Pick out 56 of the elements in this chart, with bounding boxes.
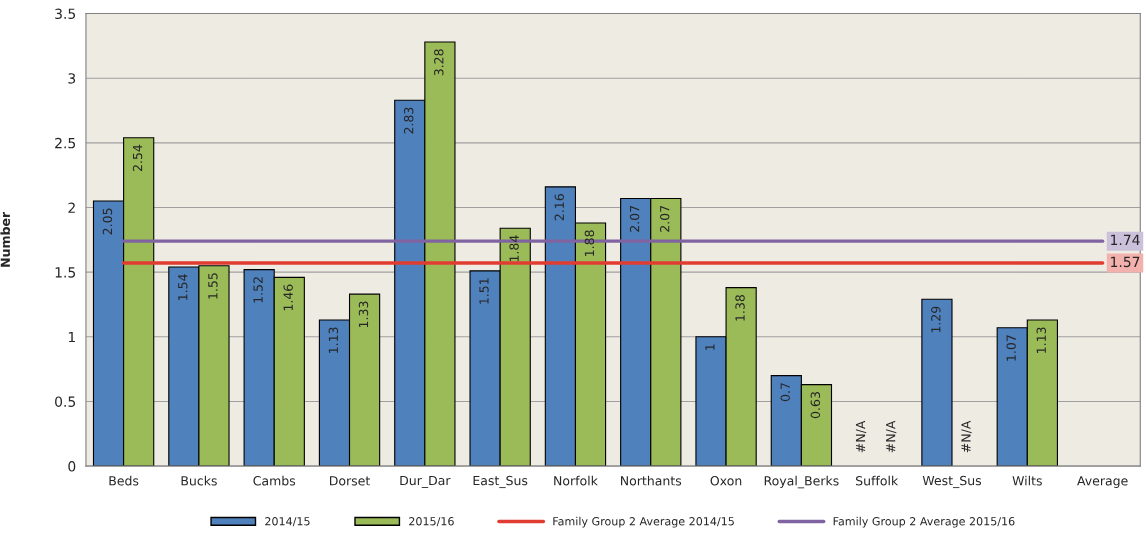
y-tick-label: 0.5 [55,396,76,407]
text: #N/A [855,420,867,453]
data-label: 1 [705,344,715,350]
data-label: 1.57 [1111,256,1140,268]
data-label: 2.16 [554,194,565,221]
legend-label: Family Group 2 Average 2014/15 [553,516,734,528]
data-label: 1.52 [253,277,263,303]
data-label: 1.88 [584,230,595,256]
x-tick-label: Royal_Berks [764,475,839,489]
x-tick-label: Dur_Dar [400,475,451,488]
bar [921,298,953,467]
legend-label: Family Group 2 Average 2015/16 [833,516,1015,528]
x-tick-label: Oxon [710,476,742,486]
y-tick-label: 3 [68,73,76,84]
x-tick-label: Wilts [1012,475,1042,486]
data-label: 1.33 [358,301,369,328]
data-label: 2.07 [660,205,670,232]
data-label: 2.54 [132,144,143,172]
data-label: 2.05 [102,208,113,235]
x-tick-label: Northants [621,475,682,486]
data-label: 1.46 [283,284,293,311]
x-tick-label: Beds [109,475,139,486]
data-label: 1.54 [178,274,188,300]
data-label: 1.55 [208,273,218,299]
text: #N/A [961,420,972,453]
legend-label: 2014/15 [265,517,310,527]
x-tick-label: Norfolk [554,475,598,486]
y-tick-label: 3.5 [55,8,76,20]
data-label: 2.83 [403,107,414,134]
y-tick-label: 2 [68,202,75,213]
x-tick-label: West_Sus [922,475,982,489]
x-tick-label: East_Sus [473,475,528,489]
data-label: 1.38 [735,295,745,321]
data-label: 1.13 [1036,327,1046,353]
x-tick-label: Average [1077,476,1128,488]
data-label: 0.63 [810,392,821,419]
y-tick-label: 1 [68,331,75,343]
legend-label: 2015/16 [409,517,454,527]
data-label: 1.13 [328,327,339,353]
x-tick-label: Bucks [181,475,217,486]
data-label: 1.07 [1006,335,1016,361]
x-tick-label: Cambs [253,475,296,486]
x-tick-label: Suffolk [856,475,899,486]
data-label: 1.74 [1111,234,1140,245]
data-label: 1.51 [479,278,489,304]
y-axis-title: Number [0,211,11,267]
text: #N/A [886,420,897,453]
y-tick-label: 2.5 [55,137,76,149]
x-tick-label: Dorset [330,476,370,486]
y-tick-label: 0 [68,461,76,472]
data-label: 0.7 [780,383,790,402]
y-tick-label: 1.5 [55,267,76,278]
data-label: 1.29 [931,306,941,333]
data-label: 1.84 [509,235,519,262]
data-label: 2.07 [629,205,640,232]
data-label: 3.28 [434,49,444,76]
